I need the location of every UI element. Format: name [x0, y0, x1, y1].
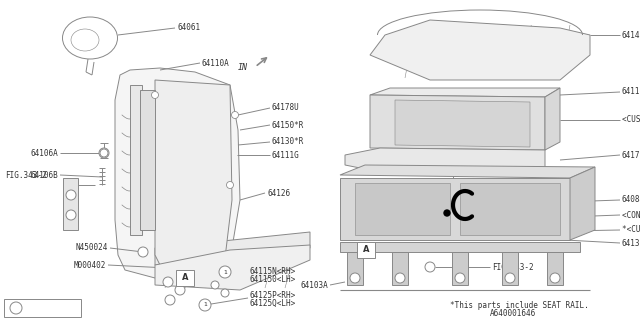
Circle shape	[227, 181, 234, 188]
Polygon shape	[355, 183, 450, 235]
Ellipse shape	[63, 17, 118, 59]
Polygon shape	[392, 252, 408, 285]
Circle shape	[100, 149, 108, 157]
Polygon shape	[340, 178, 570, 240]
Text: A: A	[182, 274, 188, 283]
Text: 64178U: 64178U	[272, 103, 300, 113]
Polygon shape	[370, 20, 590, 80]
Text: M000402: M000402	[74, 260, 106, 269]
Polygon shape	[502, 252, 518, 285]
Circle shape	[350, 273, 360, 283]
Text: 64115N<RH>: 64115N<RH>	[250, 268, 296, 276]
FancyBboxPatch shape	[176, 270, 194, 286]
Polygon shape	[340, 165, 595, 178]
Text: 1: 1	[223, 269, 227, 275]
Circle shape	[232, 111, 239, 118]
Circle shape	[175, 285, 185, 295]
Text: A640001646: A640001646	[490, 308, 536, 317]
Circle shape	[66, 210, 76, 220]
Text: 64139: 64139	[622, 238, 640, 247]
Circle shape	[165, 295, 175, 305]
Circle shape	[152, 92, 159, 99]
Text: Q710007: Q710007	[34, 303, 66, 313]
Polygon shape	[395, 100, 530, 147]
Text: 1: 1	[203, 302, 207, 308]
Text: 64125P<RH>: 64125P<RH>	[250, 291, 296, 300]
Circle shape	[163, 277, 173, 287]
FancyBboxPatch shape	[357, 242, 375, 258]
Text: 64111G: 64111G	[272, 150, 300, 159]
Polygon shape	[370, 88, 560, 97]
Polygon shape	[155, 245, 310, 290]
Text: FIG.343-2: FIG.343-2	[5, 171, 47, 180]
Text: 64106A: 64106A	[30, 148, 58, 157]
Text: 64111: 64111	[622, 87, 640, 97]
Text: *<CUS FRM>: *<CUS FRM>	[622, 226, 640, 235]
Polygon shape	[140, 90, 155, 230]
Polygon shape	[460, 183, 560, 235]
Text: 64125Q<LH>: 64125Q<LH>	[250, 299, 296, 308]
Polygon shape	[345, 148, 545, 172]
Text: 641150<LH>: 641150<LH>	[250, 276, 296, 284]
Text: *This parts include SEAT RAIL.: *This parts include SEAT RAIL.	[450, 300, 589, 309]
Circle shape	[66, 190, 76, 200]
Polygon shape	[545, 88, 560, 150]
Text: IN: IN	[238, 62, 248, 71]
Text: N450024: N450024	[76, 244, 108, 252]
Polygon shape	[370, 95, 545, 150]
Circle shape	[138, 247, 148, 257]
Text: 1: 1	[14, 305, 18, 311]
Circle shape	[425, 262, 435, 272]
Polygon shape	[115, 68, 240, 278]
Text: *: *	[428, 264, 432, 270]
Circle shape	[211, 281, 219, 289]
Text: 64130*R: 64130*R	[272, 138, 305, 147]
Text: 64084: 64084	[622, 196, 640, 204]
Circle shape	[99, 148, 109, 158]
Text: <CUS PAD>: <CUS PAD>	[622, 116, 640, 124]
Circle shape	[550, 273, 560, 283]
Circle shape	[444, 210, 450, 216]
Circle shape	[219, 266, 231, 278]
Polygon shape	[155, 80, 232, 265]
Circle shape	[199, 299, 211, 311]
Text: 64110A: 64110A	[202, 59, 230, 68]
Polygon shape	[130, 85, 142, 235]
Polygon shape	[347, 252, 363, 285]
Polygon shape	[452, 252, 468, 285]
Polygon shape	[155, 232, 310, 265]
Circle shape	[455, 273, 465, 283]
Text: 64103A: 64103A	[300, 281, 328, 290]
Text: 64061: 64061	[177, 23, 200, 33]
Text: 64126: 64126	[267, 188, 290, 197]
Polygon shape	[547, 252, 563, 285]
Polygon shape	[570, 167, 595, 240]
Circle shape	[505, 273, 515, 283]
Text: 64106B: 64106B	[30, 171, 58, 180]
Polygon shape	[63, 178, 78, 230]
Circle shape	[395, 273, 405, 283]
Circle shape	[221, 289, 229, 297]
Polygon shape	[340, 242, 580, 252]
Text: 64150*R: 64150*R	[272, 121, 305, 130]
Text: <CONT UNIT>: <CONT UNIT>	[622, 211, 640, 220]
Text: FIG.343-2: FIG.343-2	[492, 262, 534, 271]
Text: 64140*R: 64140*R	[622, 30, 640, 39]
FancyBboxPatch shape	[4, 299, 81, 317]
Circle shape	[10, 302, 22, 314]
Text: A: A	[363, 245, 369, 254]
Text: 64178T: 64178T	[622, 150, 640, 159]
